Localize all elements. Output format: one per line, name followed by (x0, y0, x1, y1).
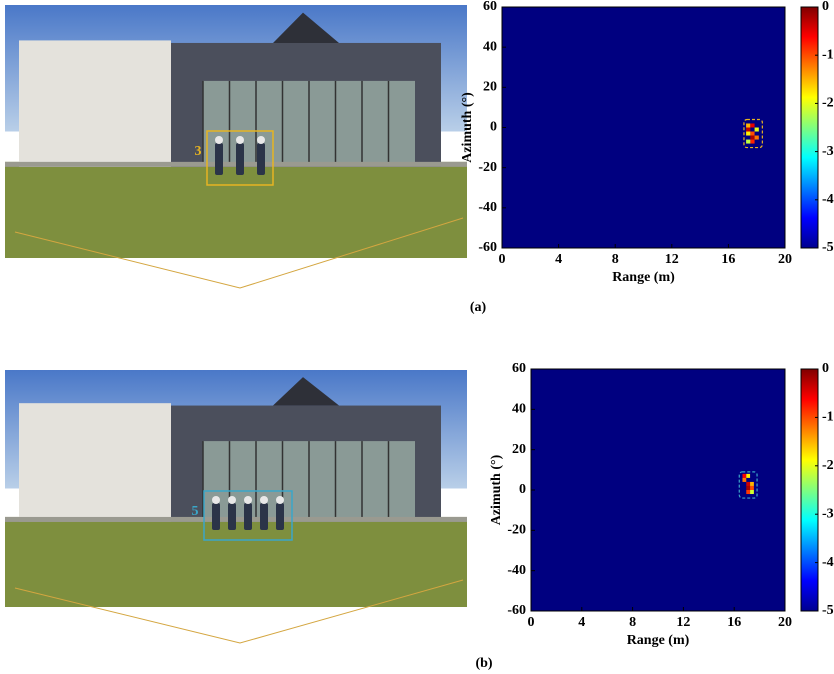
panel-caption: (a) (470, 300, 487, 315)
panel-caption: (b) (475, 656, 492, 671)
person-head (276, 496, 284, 504)
person (276, 503, 284, 530)
person-head (257, 136, 265, 144)
heatmap-cell (750, 136, 754, 140)
colorbar-tick-label: -4 (822, 555, 834, 570)
photo: 5 (5, 370, 467, 643)
heatmap-cell (750, 132, 754, 136)
person-head (215, 136, 223, 144)
heatmap-cell (746, 128, 750, 132)
colorbar-tick-label: -5 (822, 603, 834, 618)
heatmap-cell (755, 136, 759, 140)
grass (5, 162, 467, 258)
person-head (212, 496, 220, 504)
x-tick-label: 12 (676, 615, 690, 630)
person-head (260, 496, 268, 504)
colorbar-tick-label: -3 (822, 144, 834, 159)
heatmap-cell (746, 123, 750, 127)
x-tick-label: 12 (665, 252, 679, 267)
y-axis-label: Azimuth (°) (489, 454, 504, 525)
x-tick-label: 4 (555, 252, 562, 267)
person-head (228, 496, 236, 504)
heatmap-cell (750, 482, 754, 486)
y-tick-label: 20 (483, 80, 497, 95)
photo-annotation: 5 (192, 504, 199, 519)
person (260, 503, 268, 530)
heatmap-cell (750, 140, 754, 144)
x-tick-label: 20 (778, 252, 792, 267)
heatmap-cell (755, 128, 759, 132)
y-axis-label: Azimuth (°) (460, 92, 475, 163)
x-tick-label: 0 (499, 252, 506, 267)
y-tick-label: -20 (478, 160, 497, 175)
x-tick-label: 20 (778, 615, 792, 630)
person (215, 143, 223, 175)
y-tick-label: -20 (507, 523, 526, 538)
wall-white (19, 40, 171, 167)
heatmap-cell (746, 474, 750, 478)
colorbar-tick-label: -1 (822, 410, 834, 425)
x-tick-label: 16 (721, 252, 735, 267)
person-head (244, 496, 252, 504)
person-head (236, 136, 244, 144)
wall-white (19, 403, 171, 522)
photo-annotation: 3 (195, 144, 202, 159)
heatmap-background (502, 7, 785, 248)
grass (5, 517, 467, 607)
heatmap-cell (746, 490, 750, 494)
y-tick-label: 40 (483, 39, 497, 54)
colorbar-tick-label: -2 (822, 458, 834, 473)
colorbar (801, 369, 818, 611)
colorbar-tick-label: 0 (822, 361, 829, 376)
heatmap-cell (746, 140, 750, 144)
y-tick-label: 60 (483, 0, 497, 14)
heatmap-cell (746, 486, 750, 490)
x-axis-label: Range (m) (627, 633, 690, 648)
x-tick-label: 0 (528, 615, 535, 630)
colorbar-tick-label: -5 (822, 240, 834, 255)
colorbar-tick-label: -2 (822, 96, 834, 111)
heatmap-cell (742, 478, 746, 482)
figure: 30481216206040200-20-40-60Range (m)Azimu… (0, 0, 834, 674)
x-tick-label: 4 (578, 615, 585, 630)
y-tick-label: 20 (512, 442, 526, 457)
y-tick-label: -60 (507, 603, 526, 618)
x-tick-label: 16 (727, 615, 741, 630)
person (212, 503, 220, 530)
heatmap-cell (750, 486, 754, 490)
y-tick-label: -60 (478, 240, 497, 255)
x-tick-label: 8 (612, 252, 619, 267)
person (257, 143, 265, 175)
person (236, 143, 244, 175)
person (228, 503, 236, 530)
colorbar-tick-label: -1 (822, 47, 834, 62)
colorbar-tick-label: -3 (822, 506, 834, 521)
y-tick-label: 60 (512, 361, 526, 376)
y-tick-label: 0 (519, 482, 526, 497)
heatmap-cell (746, 132, 750, 136)
colorbar-tick-label: 0 (822, 0, 829, 14)
y-tick-label: 0 (490, 120, 497, 135)
y-tick-label: -40 (507, 563, 526, 578)
heatmap-cell (742, 474, 746, 478)
y-tick-label: 40 (512, 402, 526, 417)
heatmap-cell (750, 490, 754, 494)
heatmap-cell (746, 482, 750, 486)
colorbar-tick-label: -4 (822, 192, 834, 207)
y-tick-label: -40 (478, 200, 497, 215)
x-tick-label: 8 (629, 615, 636, 630)
x-axis-label: Range (m) (612, 270, 675, 285)
colorbar (801, 7, 818, 248)
person (244, 503, 252, 530)
heatmap-cell (750, 123, 754, 127)
photo: 3 (5, 5, 467, 288)
